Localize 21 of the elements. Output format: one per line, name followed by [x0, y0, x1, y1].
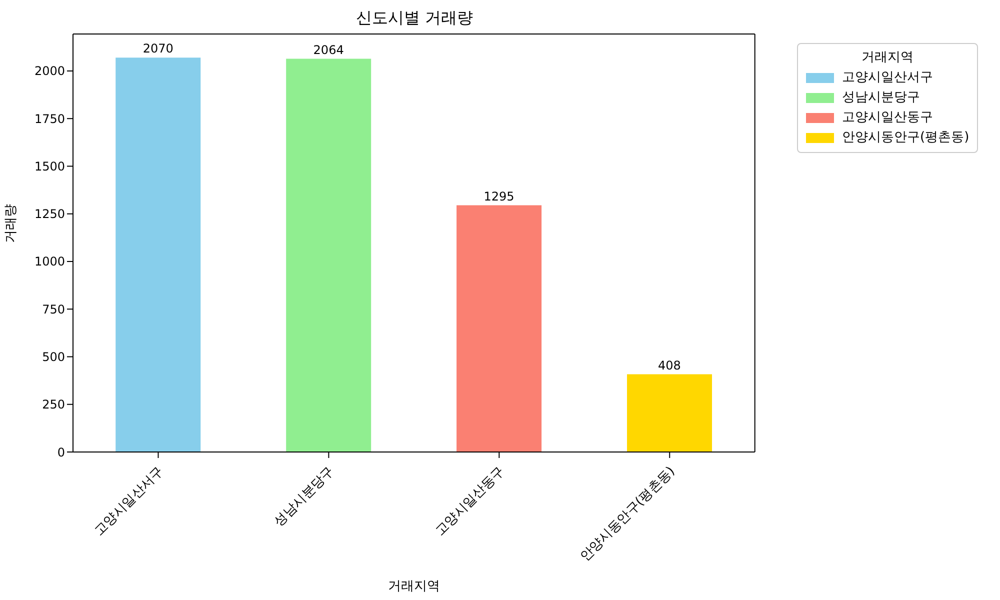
- y-tick-label: 2000: [34, 64, 65, 78]
- legend-title: 거래지역: [860, 49, 915, 66]
- y-tick-label: 1000: [34, 254, 65, 269]
- chart-title: 신도시별 거래량: [354, 8, 474, 29]
- y-tick-label: 1500: [34, 159, 65, 174]
- y-tick-label: 0: [57, 445, 65, 460]
- legend-label: 성남시분당구: [842, 89, 920, 107]
- legend-label: 안양시동안구(평촌동): [842, 129, 970, 147]
- legend-label: 고양시일산서구: [842, 69, 933, 87]
- data-label: 408: [658, 358, 681, 372]
- y-tick-label: 1750: [34, 112, 65, 126]
- x-axis-title: 거래지역: [388, 579, 440, 594]
- y-tick-label: 250: [42, 398, 65, 412]
- data-label: 1295: [484, 189, 514, 204]
- data-label: 2070: [142, 42, 174, 56]
- data-label: 2064: [313, 42, 344, 57]
- legend-label: 고양시일산동구: [842, 109, 933, 127]
- y-tick-label: 750: [42, 302, 65, 316]
- y-tick-label: 500: [42, 350, 65, 364]
- y-axis-title: 거래량: [4, 204, 19, 243]
- y-tick-label: 1250: [34, 207, 65, 222]
